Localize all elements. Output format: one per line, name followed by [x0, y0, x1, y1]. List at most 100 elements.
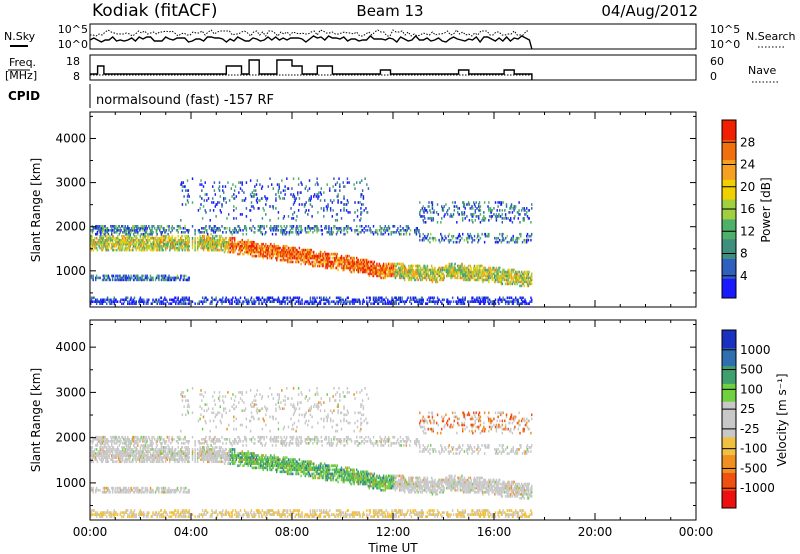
heatmap-cell [468, 268, 471, 272]
heatmap-cell [457, 276, 459, 280]
heatmap-cell [456, 240, 458, 244]
heatmap-cell [298, 252, 301, 256]
heatmap-cell [354, 187, 356, 190]
heatmap-cell [191, 177, 194, 180]
heatmap-cell [100, 438, 103, 441]
heatmap-cell [213, 244, 216, 248]
heatmap-cell [325, 205, 328, 208]
heatmap-cell [152, 242, 154, 246]
heatmap-cell [518, 270, 520, 274]
heatmap-cell [94, 456, 96, 459]
heatmap-cell [359, 181, 361, 184]
heatmap-cell [400, 266, 403, 270]
heatmap-cell [464, 298, 466, 302]
heatmap-cell [296, 296, 298, 300]
heatmap-cell [297, 250, 300, 254]
heatmap-cell [207, 232, 209, 236]
heatmap-cell [111, 515, 113, 518]
heatmap-cell [392, 272, 394, 276]
heatmap-cell [166, 240, 169, 244]
heatmap-cell [132, 227, 134, 230]
heatmap-cell [116, 234, 119, 238]
heatmap-cell [260, 187, 263, 190]
heatmap-cell [188, 276, 190, 280]
heatmap-cell [122, 240, 124, 244]
heatmap-cell [325, 298, 328, 302]
heatmap-cell [316, 231, 318, 234]
heatmap-cell [318, 302, 320, 305]
heatmap-cell [113, 296, 116, 300]
heatmap-cell [448, 240, 450, 244]
heatmap-cell [366, 302, 368, 305]
heatmap-cell [108, 456, 110, 459]
heatmap-cell [308, 187, 311, 190]
heatmap-cell [390, 274, 392, 278]
heatmap-cell [477, 276, 479, 280]
heatmap-cell [323, 302, 325, 305]
heatmap-cell [308, 250, 311, 254]
heatmap-cell [215, 248, 217, 252]
heatmap-cell [109, 446, 111, 449]
heatmap-cell [279, 250, 281, 254]
heatmap-cell [297, 260, 300, 264]
heatmap-cell [216, 203, 218, 206]
heatmap-cell [104, 240, 106, 244]
heatmap-cell [388, 274, 391, 278]
heatmap-cell [156, 229, 158, 232]
heatmap-cell [252, 248, 254, 252]
heatmap-cell [191, 244, 194, 248]
heatmap-cell [309, 227, 312, 230]
heatmap-cell [382, 264, 385, 268]
heatmap-cell [92, 276, 94, 280]
heatmap-cell [162, 238, 164, 242]
heatmap-cell [455, 205, 457, 208]
heatmap-cell [101, 231, 104, 234]
heatmap-cell [100, 240, 102, 244]
heatmap-cell [352, 266, 355, 270]
heatmap-cell [401, 266, 403, 270]
heatmap-cell [409, 270, 411, 274]
heatmap-cell [387, 302, 389, 305]
heatmap-cell [210, 244, 212, 248]
heatmap-cell [114, 231, 116, 234]
heatmap-cell [241, 242, 243, 246]
heatmap-cell [376, 262, 378, 266]
heatmap-cell [281, 254, 284, 258]
heatmap-cell [99, 515, 101, 518]
heatmap-cell [113, 229, 116, 232]
heatmap-cell [249, 244, 252, 248]
heatmap-cell [112, 244, 115, 248]
heatmap-cell [404, 268, 407, 272]
heatmap-cell [287, 258, 290, 262]
heatmap-cell [436, 272, 439, 276]
heatmap-cell [494, 280, 496, 284]
heatmap-cell [119, 227, 121, 230]
heatmap-cell [484, 217, 487, 220]
heatmap-cell [181, 244, 184, 248]
heatmap-cell [151, 276, 153, 280]
heatmap-cell [509, 282, 511, 286]
heatmap-cell [247, 250, 249, 254]
heatmap-cell [202, 234, 205, 238]
heatmap-cell [435, 272, 438, 276]
heatmap-cell [517, 276, 520, 280]
heatmap-cell [485, 276, 488, 280]
heatmap-cell [478, 215, 480, 218]
heatmap-cell [303, 254, 306, 258]
heatmap-cell [526, 234, 528, 238]
heatmap-cell [345, 264, 348, 268]
heatmap-cell [122, 298, 125, 302]
heatmap-cell [208, 240, 211, 244]
heatmap-cell [256, 246, 259, 250]
heatmap-cell [266, 256, 269, 260]
heatmap-cell [321, 258, 323, 262]
heatmap-cell [167, 240, 169, 244]
heatmap-cell [368, 300, 371, 303]
heatmap-cell [512, 270, 514, 274]
heatmap-cell [201, 183, 203, 186]
heatmap-cell [430, 278, 432, 282]
heatmap-cell [291, 227, 293, 230]
heatmap-cell [454, 270, 456, 274]
heatmap-cell [202, 248, 205, 252]
heatmap-cell [347, 266, 349, 270]
